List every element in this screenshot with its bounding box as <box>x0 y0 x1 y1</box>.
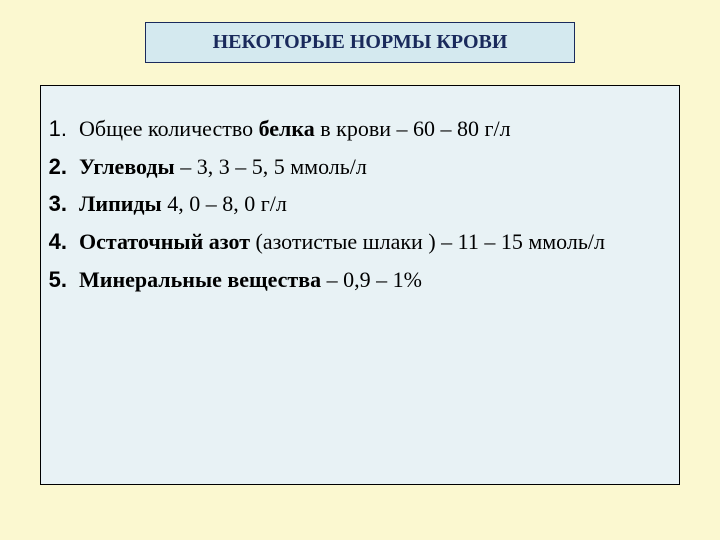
text-segment: Липиды <box>79 191 162 216</box>
text-segment: в крови – 60 – 80 г/л <box>315 116 511 141</box>
title-box: НЕКОТОРЫЕ НОРМЫ КРОВИ <box>145 22 575 63</box>
text-segment: – 0,9 – 1% <box>321 267 422 292</box>
text-segment: белка <box>259 116 315 141</box>
list-item-number: 2. <box>45 152 79 182</box>
list-item-number: 5. <box>45 265 79 295</box>
text-segment: 4, 0 – 8, 0 г/л <box>162 191 287 216</box>
list-item: 5.Минеральные вещества – 0,9 – 1% <box>45 265 651 295</box>
text-segment: (азотистые шлаки ) – 11 – 15 ммоль/л <box>250 229 605 254</box>
list-item: 3.Липиды 4, 0 – 8, 0 г/л <box>45 189 651 219</box>
text-segment: Остаточный азот <box>79 229 250 254</box>
list-item-text: Общее количество белка в крови – 60 – 80… <box>79 114 651 144</box>
list-item-text: Остаточный азот (азотистые шлаки ) – 11 … <box>79 227 651 257</box>
list-item-number: 4. <box>45 227 79 257</box>
norms-list: 1.Общее количество белка в крови – 60 – … <box>45 114 651 294</box>
list-item: 1.Общее количество белка в крови – 60 – … <box>45 114 651 144</box>
list-item-number: 1. <box>45 114 79 144</box>
list-item: 2.Углеводы – 3, 3 – 5, 5 ммоль/л <box>45 152 651 182</box>
list-item-text: Минеральные вещества – 0,9 – 1% <box>79 265 651 295</box>
list-item-number: 3. <box>45 189 79 219</box>
text-segment: Общее количество <box>79 116 259 141</box>
text-segment: – 3, 3 – 5, 5 ммоль/л <box>175 154 367 179</box>
list-item-text: Липиды 4, 0 – 8, 0 г/л <box>79 189 651 219</box>
list-item-text: Углеводы – 3, 3 – 5, 5 ммоль/л <box>79 152 651 182</box>
slide: НЕКОТОРЫЕ НОРМЫ КРОВИ 1.Общее количество… <box>0 0 720 540</box>
text-segment: Минеральные вещества <box>79 267 321 292</box>
content-box: 1.Общее количество белка в крови – 60 – … <box>40 85 680 485</box>
text-segment: Углеводы <box>79 154 175 179</box>
slide-title: НЕКОТОРЫЕ НОРМЫ КРОВИ <box>213 31 508 53</box>
list-item: 4.Остаточный азот (азотистые шлаки ) – 1… <box>45 227 651 257</box>
